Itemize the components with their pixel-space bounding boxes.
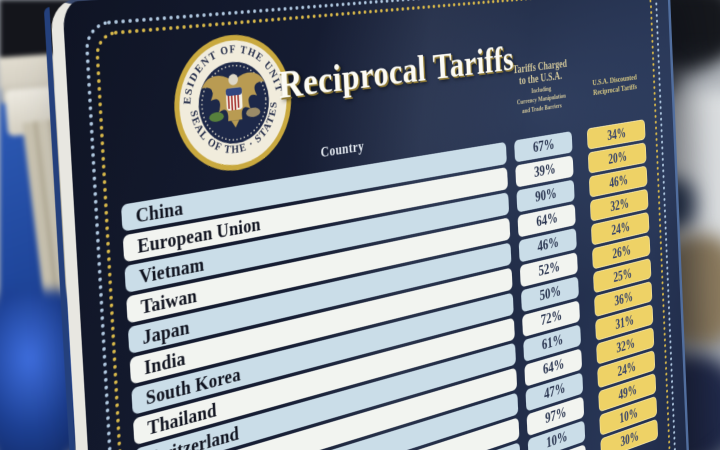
country-name: Taiwan [140, 283, 198, 319]
country-name: Japan [141, 315, 191, 349]
presidential-seal-icon: PRESIDENT OF THE UNITED · SEAL OF THE · … [169, 28, 295, 180]
country-name: India [143, 346, 186, 379]
country-name: China [135, 196, 184, 227]
seal-eagle-icon [201, 70, 266, 129]
reciprocal-tariffs-board: PRESIDENT OF THE UNITED · SEAL OF THE · … [43, 0, 695, 450]
